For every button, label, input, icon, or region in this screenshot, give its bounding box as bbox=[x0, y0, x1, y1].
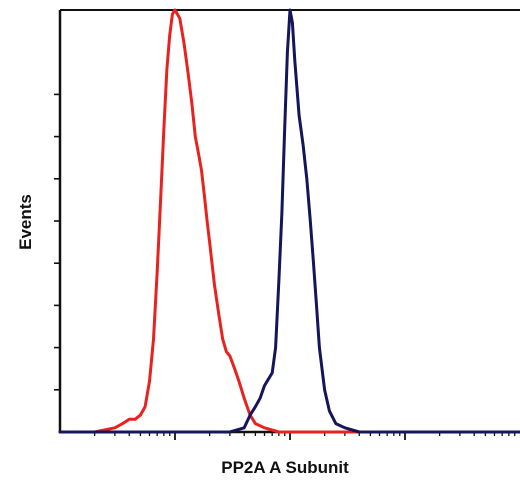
x-axis-label: PP2A A Subunit bbox=[221, 458, 349, 477]
histogram-series-2 bbox=[58, 8, 520, 434]
y-axis-label: Events bbox=[16, 194, 35, 250]
series-layer bbox=[58, 8, 520, 434]
histogram-series-1 bbox=[58, 8, 520, 434]
plot-frame bbox=[58, 9, 520, 434]
